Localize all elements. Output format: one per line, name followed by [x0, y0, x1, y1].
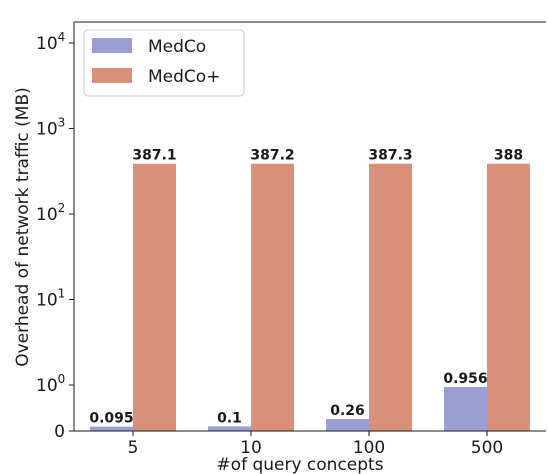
bars-layer [90, 163, 530, 432]
legend: MedCo MedCo+ [83, 29, 245, 97]
bar-medco-plus-5 [133, 163, 176, 431]
data-label-medco-plus-100: 387.3 [368, 148, 412, 164]
y-axis-label: Overhead of network traffic (MB) [13, 87, 33, 367]
bar-medco-plus-100 [369, 163, 412, 432]
y-tick-label-1000: 103 [36, 116, 65, 140]
data-labels-layer: 0.095 387.1 0.1 387.2 0.26 387.3 0.956 388 [89, 148, 523, 427]
y-tick-label-10000: 104 [36, 30, 65, 54]
x-axis-label: #of query concepts [216, 455, 383, 474]
legend-swatch-medco-plus [92, 68, 132, 83]
data-label-medco-500: 0.956 [443, 371, 487, 387]
data-label-medco-plus-10: 387.2 [250, 148, 294, 164]
data-label-medco-100: 0.26 [330, 403, 365, 419]
x-tick-label-500: 500 [471, 438, 503, 458]
bar-medco-500 [444, 387, 487, 431]
x-tick-label-100: 100 [353, 438, 385, 458]
x-tick-label-5: 5 [128, 438, 139, 458]
axes-layer [73, 21, 546, 432]
bar-medco-10 [208, 426, 251, 431]
bar-medco-100 [326, 419, 369, 431]
legend-swatch-medco [92, 38, 132, 53]
legend-label-medco-plus: MedCo+ [148, 67, 220, 87]
bar-medco-plus-10 [251, 163, 294, 432]
y-tick-label-10: 101 [36, 287, 65, 311]
data-label-medco-5: 0.095 [89, 411, 133, 427]
y-tick-label-100: 102 [36, 201, 65, 225]
data-label-medco-plus-500: 388 [494, 148, 523, 164]
y-tick-label-1: 100 [36, 372, 65, 396]
data-label-medco-10: 0.1 [217, 410, 242, 426]
legend-label-medco: MedCo [148, 37, 206, 57]
x-tick-label-10: 10 [240, 438, 262, 458]
y-ticks-layer: 0 100 101 102 103 104 [36, 30, 74, 442]
bar-medco-5 [90, 426, 133, 431]
bar-medco-plus-500 [487, 163, 530, 431]
x-ticks-layer: 5 10 100 500 [128, 431, 503, 458]
data-label-medco-plus-5: 387.1 [132, 148, 176, 164]
y-tick-label-0: 0 [54, 422, 65, 442]
